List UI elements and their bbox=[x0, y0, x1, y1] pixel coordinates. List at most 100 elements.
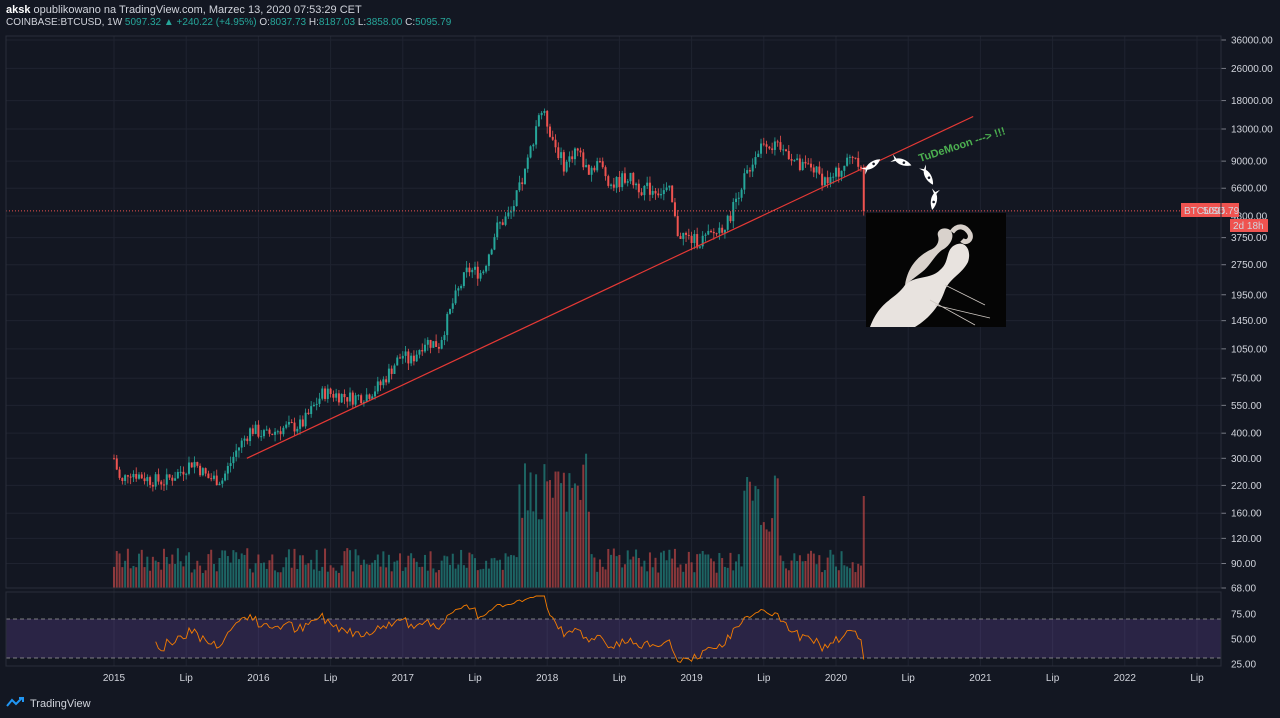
volume-bar bbox=[687, 551, 690, 588]
candle-body bbox=[365, 394, 368, 402]
volume-bar bbox=[568, 473, 571, 588]
price-axis[interactable]: 36000.00 26000.00 18000.00 13000.00 9000.00 6… bbox=[1221, 36, 1273, 671]
x-tick-label: Lip bbox=[757, 673, 771, 684]
tradingview-logo-icon[interactable] bbox=[6, 696, 26, 711]
volume-bar bbox=[768, 531, 771, 588]
candle-body bbox=[210, 478, 213, 480]
volume-bar bbox=[465, 567, 468, 588]
volume-bar bbox=[540, 519, 543, 588]
candle-body bbox=[354, 395, 357, 405]
candle-body bbox=[207, 473, 210, 479]
candle-body bbox=[646, 182, 649, 186]
x-tick-label: 2019 bbox=[680, 673, 703, 684]
trend-line[interactable] bbox=[246, 115, 974, 459]
candle-body bbox=[307, 412, 310, 414]
volume-bar bbox=[510, 554, 513, 588]
candle-body bbox=[846, 157, 849, 166]
volume-bar bbox=[157, 562, 160, 588]
candle-body bbox=[437, 346, 440, 349]
candle-body bbox=[835, 167, 837, 177]
y-tick-label: 300.00 bbox=[1231, 454, 1262, 465]
volume-bar bbox=[162, 548, 165, 588]
candle-body bbox=[515, 190, 518, 207]
candle-body bbox=[751, 164, 754, 172]
candle-body bbox=[651, 190, 654, 195]
volume-bar bbox=[174, 564, 177, 588]
volume-bar bbox=[548, 480, 551, 588]
volume-bar bbox=[343, 551, 346, 588]
candle-body bbox=[193, 462, 196, 468]
candle-body bbox=[343, 393, 346, 398]
candle-body bbox=[410, 355, 413, 364]
candle-body bbox=[782, 149, 785, 151]
volume-bar bbox=[854, 572, 857, 588]
volume-bar bbox=[862, 496, 865, 588]
volume-bar bbox=[765, 529, 768, 588]
volume-bar bbox=[118, 553, 121, 588]
candle-body bbox=[523, 168, 526, 185]
candle-body bbox=[815, 166, 818, 173]
volume-bar bbox=[671, 558, 674, 588]
volume-bar bbox=[415, 561, 418, 588]
volume-bar bbox=[121, 567, 124, 588]
candle-body bbox=[629, 172, 632, 182]
volume-bar bbox=[807, 553, 810, 588]
candle-body bbox=[565, 161, 568, 172]
candle-body bbox=[582, 152, 585, 168]
candle-body bbox=[162, 484, 165, 486]
volume-bar bbox=[829, 549, 832, 588]
volume-bar bbox=[140, 549, 143, 588]
candle-body bbox=[165, 474, 168, 485]
volume-bar bbox=[748, 481, 751, 588]
candle-body bbox=[279, 431, 282, 435]
candle-body bbox=[113, 458, 115, 460]
volume-bar bbox=[254, 563, 257, 588]
volume-bar bbox=[421, 566, 424, 588]
candle-body bbox=[451, 303, 454, 309]
volume-bar bbox=[640, 566, 643, 588]
candle-body bbox=[132, 473, 135, 478]
volume-bar bbox=[462, 565, 465, 588]
y-tick-label: 1050.00 bbox=[1231, 344, 1268, 355]
volume-bar bbox=[685, 563, 688, 588]
price-tag bbox=[1181, 203, 1239, 217]
volume-bar bbox=[660, 552, 663, 588]
candle-body bbox=[615, 177, 618, 188]
candle-body bbox=[512, 206, 515, 212]
volume-bar bbox=[443, 555, 446, 588]
candle-body bbox=[554, 139, 557, 148]
annotation-text[interactable]: TuDeMoon ---> !!! bbox=[917, 125, 1007, 164]
rocket-icon bbox=[860, 159, 881, 175]
candle-body bbox=[337, 393, 340, 403]
volume-bar bbox=[846, 566, 849, 588]
candle-body bbox=[187, 462, 190, 474]
volume-bar bbox=[207, 554, 210, 588]
time-axis[interactable]: 2015 Lip 2016 Lip 2017 Lip 2018 Lip 2019 Lip 2020 L… bbox=[103, 673, 1204, 684]
candle-body bbox=[115, 458, 118, 470]
volume-bar bbox=[432, 568, 435, 588]
candle-body bbox=[507, 212, 510, 217]
candle-body bbox=[632, 172, 635, 186]
candle-body bbox=[404, 351, 407, 356]
volume-bar bbox=[221, 550, 224, 588]
volume-bar bbox=[607, 548, 610, 588]
candle-body bbox=[390, 368, 393, 374]
chart-frame bbox=[5, 35, 1222, 589]
x-tick-label: 2017 bbox=[392, 673, 415, 684]
candle-body bbox=[237, 447, 240, 451]
volume-bar bbox=[573, 483, 576, 588]
volume-bar bbox=[587, 511, 590, 588]
tradingview-brand[interactable]: TradingView bbox=[30, 697, 91, 710]
volume-bar bbox=[412, 558, 415, 588]
candle-body bbox=[429, 339, 432, 348]
candle-body bbox=[146, 477, 149, 482]
volume-bar bbox=[235, 552, 238, 588]
candle-body bbox=[518, 182, 521, 191]
volume-bar bbox=[124, 560, 127, 588]
volume-bar bbox=[285, 557, 288, 588]
candle-body bbox=[201, 468, 204, 476]
candle-body bbox=[349, 392, 352, 402]
candle-body bbox=[840, 170, 843, 177]
volume-bar bbox=[137, 553, 140, 588]
